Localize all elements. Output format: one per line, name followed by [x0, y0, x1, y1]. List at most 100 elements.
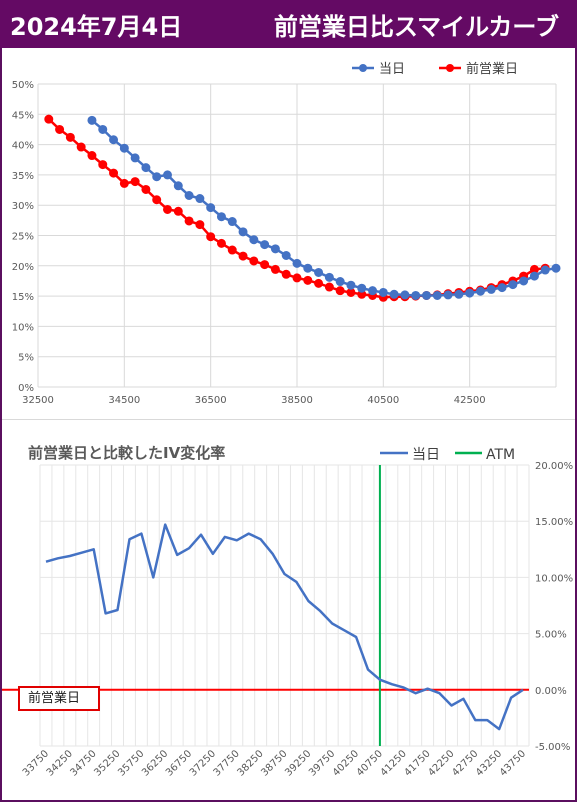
legend-marker — [359, 64, 367, 72]
y-tick-label: 45% — [12, 110, 34, 121]
legend-label: 当日 — [412, 447, 440, 463]
data-point — [270, 264, 280, 274]
iv-change-chart: 前営業日と比較したIV変化率 -5.00% 0.00% 5.00% 10.00% 15.0… — [2, 444, 573, 779]
x-tick-label: 32500 — [22, 395, 54, 406]
x-tick-label: 42500 — [454, 395, 486, 406]
legend-label: 当日 — [379, 62, 405, 77]
header-date: 2024年7月4日 — [10, 13, 183, 41]
data-point — [206, 203, 216, 213]
data-point — [227, 217, 237, 227]
series-line-today — [45, 523, 524, 731]
data-point — [55, 124, 65, 134]
data-point — [98, 160, 108, 170]
smile-curve-chart: 0% 5% 10% 15% 20% 25% 30% 35% 40% 45% 50% 32500 3450… — [12, 61, 561, 406]
data-point — [443, 290, 453, 300]
data-point — [303, 275, 313, 285]
data-point — [249, 256, 259, 266]
data-point — [292, 258, 302, 268]
data-point — [422, 290, 431, 300]
data-point — [411, 290, 421, 300]
data-point — [216, 238, 226, 248]
legend-label: 前営業日 — [466, 61, 518, 77]
data-point — [389, 289, 399, 299]
data-point — [486, 284, 496, 294]
data-point — [152, 172, 162, 182]
data-point — [324, 272, 334, 282]
y-tick-label: 20.00% — [535, 461, 573, 472]
smile-curve-chart-panel: 0% 5% 10% 15% 20% 25% 30% 35% 40% 45% 50% 32500 3450… — [2, 48, 575, 420]
data-point — [346, 280, 356, 290]
data-point — [314, 267, 324, 277]
data-point — [292, 273, 302, 283]
data-point — [260, 260, 270, 270]
data-point — [119, 178, 129, 188]
iv-change-chart-panel: 前営業日と比較したIV変化率 -5.00% 0.00% 5.00% 10.00% 15.0… — [2, 421, 575, 800]
data-point — [281, 269, 291, 279]
data-point — [357, 283, 367, 293]
data-point — [141, 163, 151, 173]
y-tick-label: 5% — [18, 353, 34, 364]
series-line-today — [91, 119, 557, 297]
data-point — [475, 286, 485, 296]
data-point — [87, 151, 97, 161]
header-banner: 2024年7月4日 前営業日比スマイルカーブ — [0, 0, 577, 48]
data-point — [335, 277, 345, 287]
y-tick-label: 50% — [12, 80, 34, 91]
data-point — [368, 286, 378, 296]
y-tick-label: 40% — [12, 141, 34, 152]
data-point — [249, 235, 259, 245]
y-tick-label: 30% — [12, 201, 34, 212]
y-tick-label: 20% — [12, 262, 34, 273]
data-point — [163, 170, 172, 180]
data-point — [195, 194, 205, 204]
legend-label: ATM — [486, 447, 515, 463]
data-point — [454, 289, 464, 299]
data-point — [281, 250, 291, 260]
data-point — [98, 124, 108, 134]
y-tick-label: -5.00% — [535, 742, 570, 753]
data-point — [238, 251, 248, 261]
data-point — [227, 245, 237, 255]
data-point — [173, 206, 183, 216]
data-point — [508, 280, 518, 290]
x-tick-label: 43750 — [498, 748, 528, 778]
x-tick-label: 38500 — [281, 395, 313, 406]
data-point — [195, 220, 205, 230]
data-point — [184, 216, 194, 226]
data-point — [540, 265, 550, 275]
data-point — [335, 286, 345, 296]
data-point — [216, 212, 226, 222]
y-tick-label: 10.00% — [535, 573, 573, 584]
data-point — [270, 244, 280, 254]
data-point — [400, 290, 410, 300]
data-point — [324, 282, 334, 292]
data-point — [206, 232, 216, 242]
y-tick-label: 35% — [12, 171, 34, 182]
data-point — [497, 283, 507, 293]
y-tick-label: 5.00% — [535, 630, 567, 641]
data-point — [109, 135, 119, 145]
zero-line-label: 前営業日 — [18, 686, 100, 711]
data-point — [432, 290, 442, 300]
data-point — [87, 115, 97, 125]
x-tick-label: 34500 — [108, 395, 140, 406]
data-point — [119, 143, 129, 153]
header-title: 前営業日比スマイルカーブ — [273, 13, 559, 41]
data-point — [303, 263, 313, 273]
y-tick-label: 15.00% — [535, 517, 573, 528]
y-tick-label: 15% — [12, 292, 34, 303]
data-point — [76, 142, 86, 152]
chart-title: 前営業日と比較したIV変化率 — [28, 444, 225, 462]
data-point — [130, 177, 140, 187]
data-point — [44, 114, 54, 124]
data-point — [130, 153, 140, 163]
data-point — [465, 288, 475, 298]
x-tick-label: 36500 — [195, 395, 227, 406]
x-tick-label: 40500 — [367, 395, 399, 406]
data-point — [109, 168, 119, 178]
data-point — [65, 132, 75, 142]
data-point — [141, 184, 151, 194]
data-point — [378, 287, 388, 297]
y-tick-label: 0.00% — [535, 686, 567, 697]
data-point — [184, 191, 194, 201]
